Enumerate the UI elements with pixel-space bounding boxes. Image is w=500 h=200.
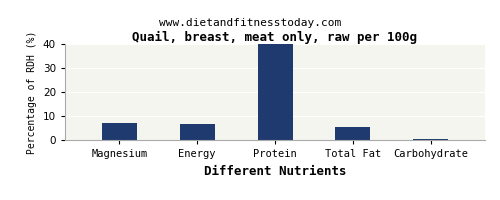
Bar <box>180 124 214 140</box>
Bar <box>258 44 292 140</box>
Bar <box>413 139 448 140</box>
Bar <box>336 127 370 140</box>
X-axis label: Different Nutrients: Different Nutrients <box>204 165 346 178</box>
Y-axis label: Percentage of RDH (%): Percentage of RDH (%) <box>28 30 38 154</box>
Title: Quail, breast, meat only, raw per 100g: Quail, breast, meat only, raw per 100g <box>132 31 418 44</box>
Text: www.dietandfitnesstoday.com: www.dietandfitnesstoday.com <box>159 18 341 28</box>
Bar <box>102 123 137 140</box>
